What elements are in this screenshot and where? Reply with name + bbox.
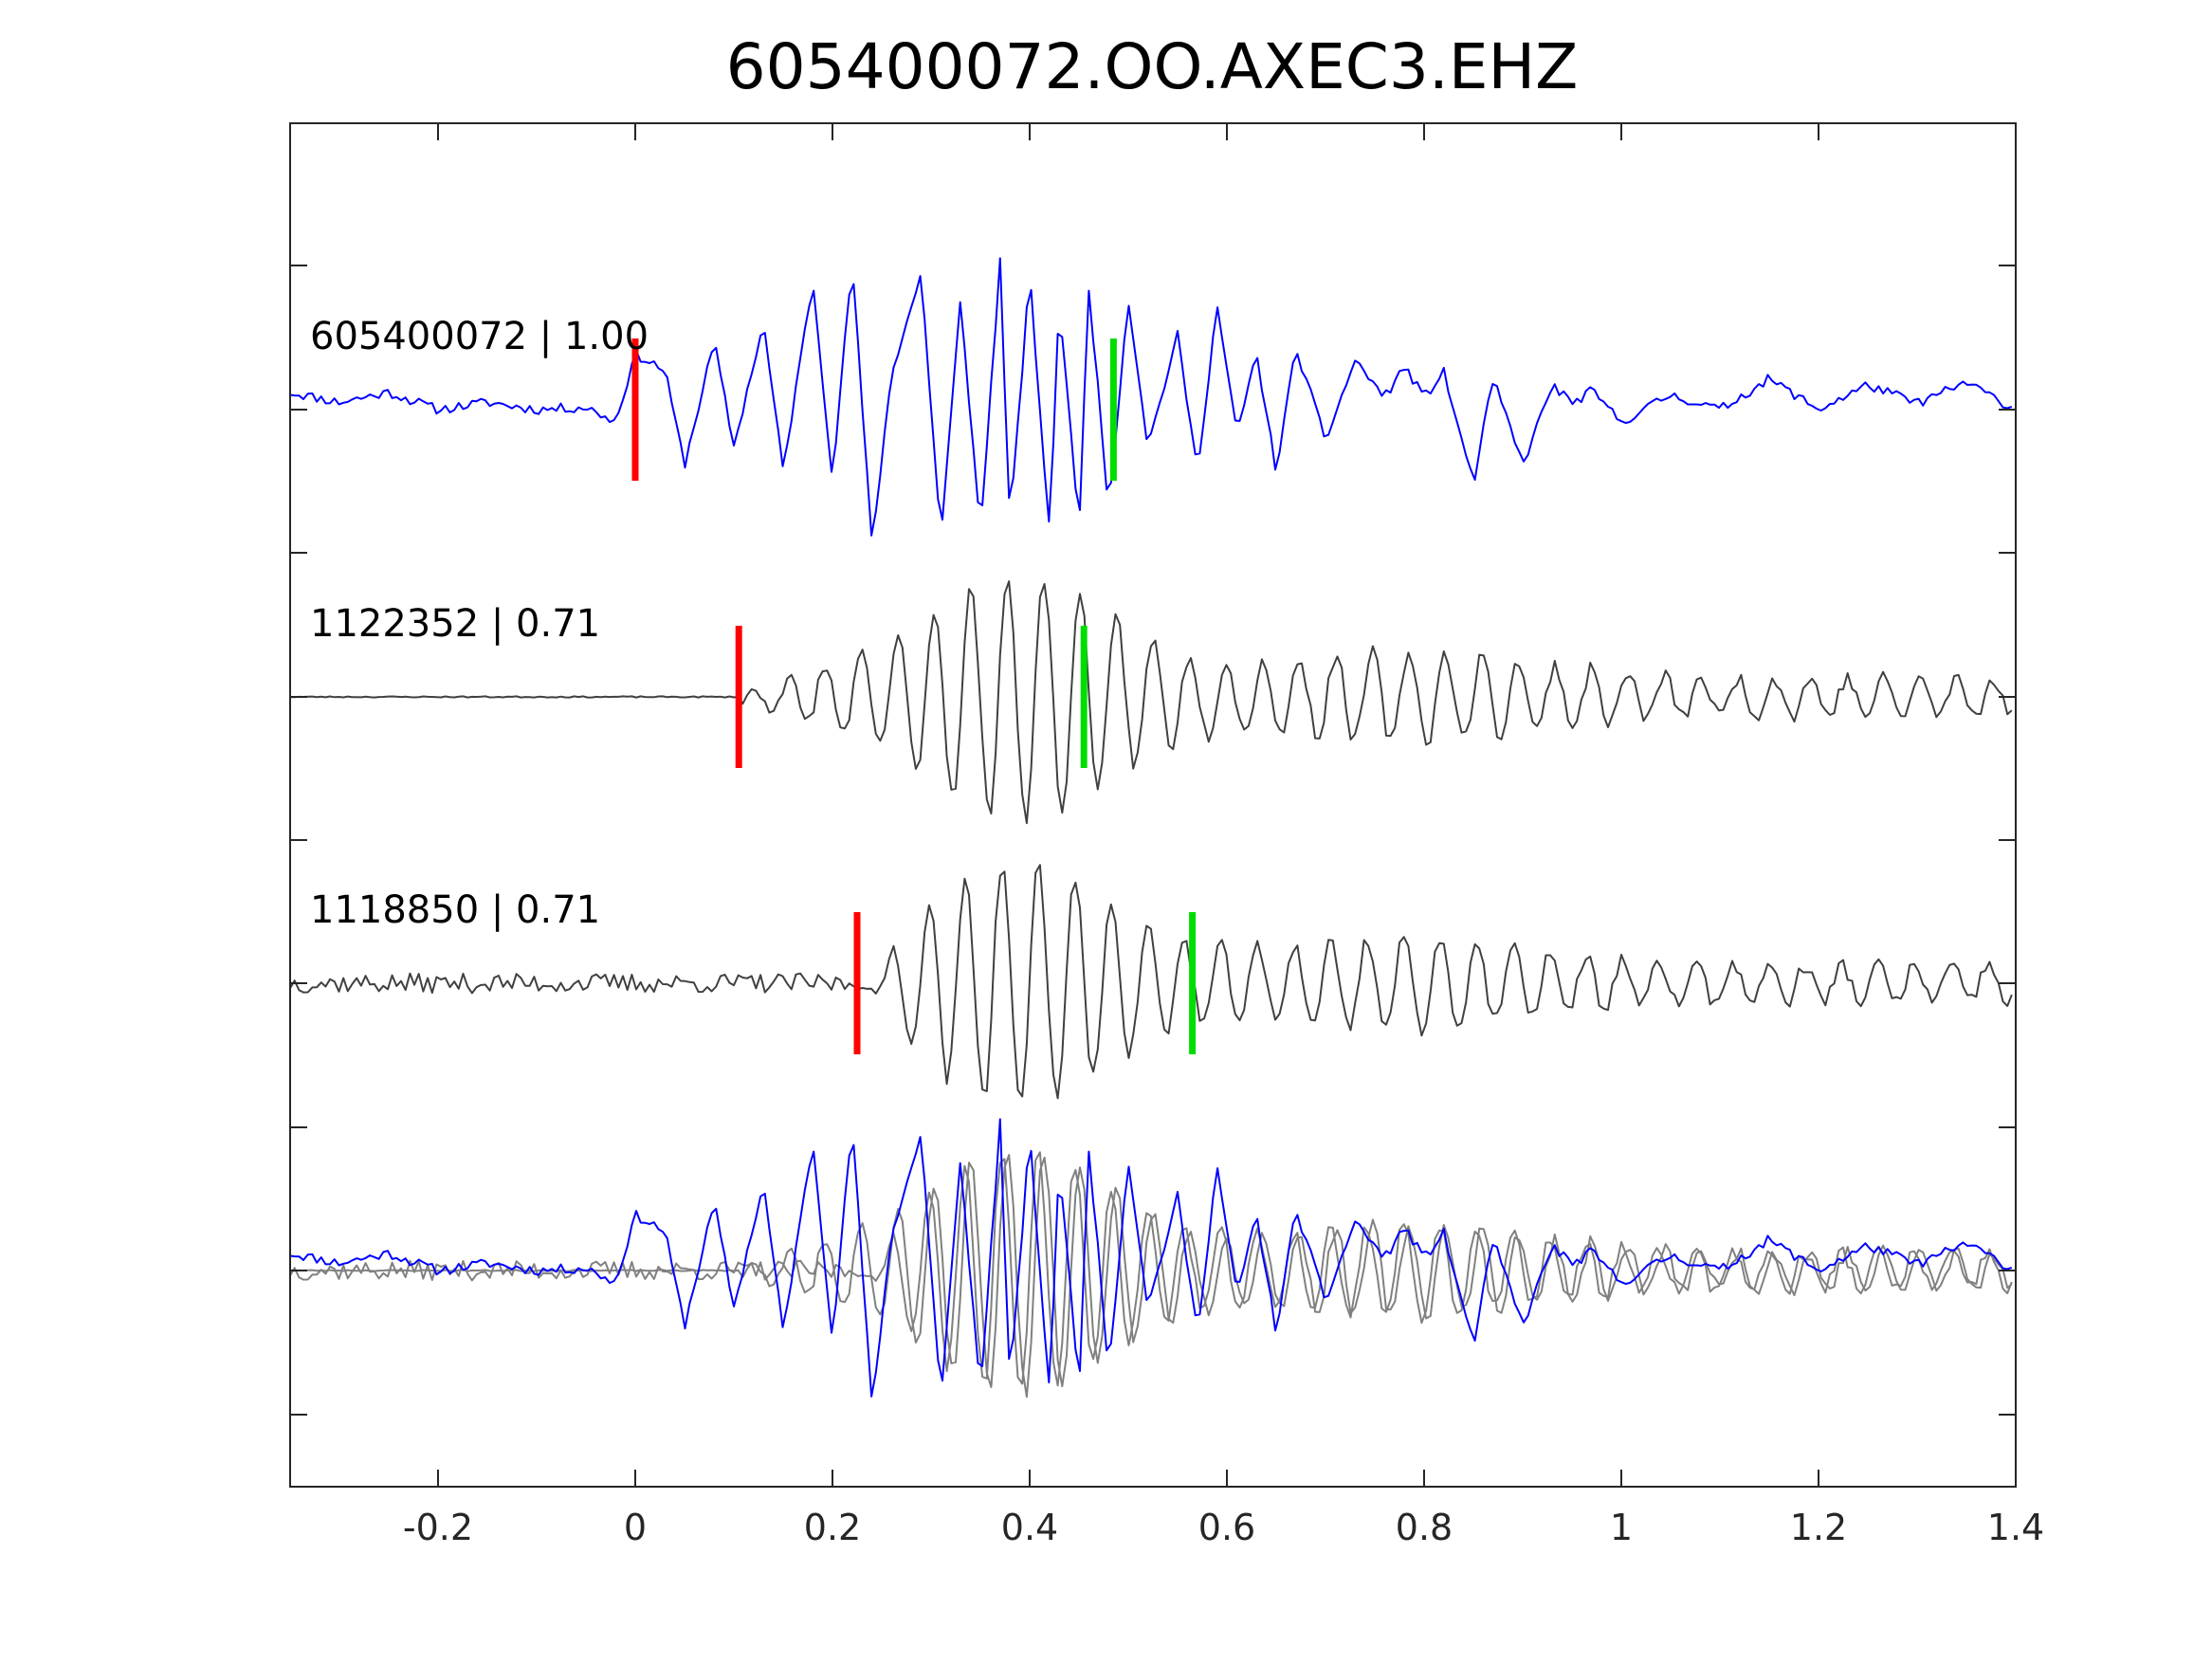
- x-tick-label: 0: [624, 1507, 647, 1548]
- trace-label-1118850: 1118850 | 0.71: [310, 888, 600, 932]
- trace-label-1122352: 1122352 | 0.71: [310, 602, 600, 646]
- overlay-trace-1122352: [289, 1154, 2013, 1399]
- trace-labels: 605400072 | 1.00 1122352 | 0.71 1118850 | …: [310, 315, 649, 932]
- x-tick-label: 0.6: [1198, 1507, 1255, 1548]
- overlay-trace-1118850: [289, 1151, 2013, 1387]
- y-ticks: [290, 265, 2016, 1416]
- x-tick-label: 0.8: [1396, 1507, 1453, 1548]
- x-ticks: -0.2 0 0.2 0.4 0.6 0.8 1 1.2 1.4: [403, 123, 2044, 1548]
- trace-layer: [289, 257, 2013, 1399]
- plot-frame: [289, 122, 2017, 1488]
- x-tick-label: 1.2: [1790, 1507, 1847, 1548]
- overlay-trace-605400072: [289, 1118, 2013, 1398]
- trace-605400072: [289, 257, 2013, 537]
- x-tick-label: 1.4: [1987, 1507, 2044, 1548]
- trace-1118850: [289, 864, 2013, 1100]
- pick-layer: [631, 338, 1197, 1054]
- chart-title: 605400072.OO.AXEC3.EHZ: [726, 30, 1579, 103]
- x-tick-label: 1: [1610, 1507, 1633, 1548]
- x-tick-label: 0.2: [804, 1507, 861, 1548]
- x-tick-label: -0.2: [403, 1507, 473, 1548]
- trace-1122352: [289, 580, 2013, 825]
- x-tick-label: 0.4: [1001, 1507, 1058, 1548]
- trace-label-605400072: 605400072 | 1.00: [310, 315, 649, 358]
